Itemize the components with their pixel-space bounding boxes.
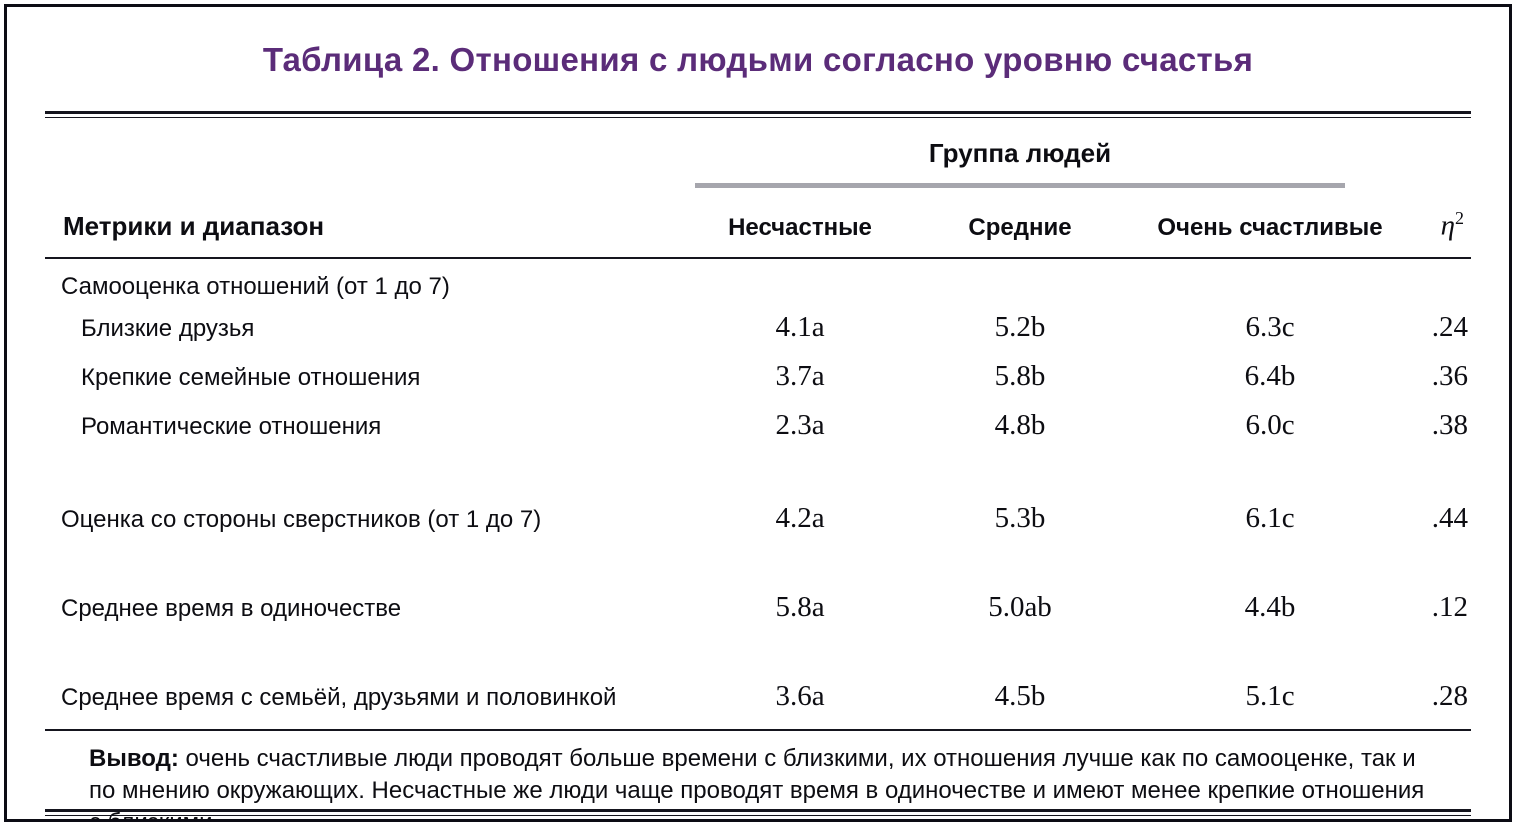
column-header-unhappy: Несчастные — [728, 213, 872, 241]
eta-cell: .44 — [1431, 501, 1468, 534]
value-cell: 5.3b — [994, 501, 1046, 534]
footer-rule — [45, 728, 1471, 731]
top-double-rule — [45, 111, 1471, 118]
value-cell: 4.4b — [1244, 590, 1296, 623]
value-cell: 5.8a — [775, 590, 825, 623]
row-label: Среднее время в одиночестве — [61, 594, 402, 622]
column-header-row: Метрики и диапазон Несчастные Средние Оч… — [45, 188, 1471, 257]
value-cell: 3.6a — [775, 679, 825, 712]
row-label: Самооценка отношений (от 1 до 7) — [61, 272, 450, 300]
value-cell: 6.3c — [1245, 310, 1295, 343]
table-row: Оценка со стороны сверстников (от 1 до 7… — [45, 450, 1471, 543]
eta-cell: .12 — [1431, 590, 1468, 623]
column-header-average: Средние — [968, 213, 1072, 241]
table-title: Таблица 2. Отношения с людьми согласно у… — [262, 41, 1254, 78]
group-spanner-row — [45, 169, 1471, 188]
group-header-row: Группа людей — [45, 118, 1471, 169]
row-label: Среднее время с семьёй, друзьями и полов… — [61, 683, 617, 711]
value-cell: 6.1c — [1245, 501, 1295, 534]
value-cell: 5.8b — [994, 359, 1046, 392]
value-cell: 5.1c — [1245, 679, 1295, 712]
row-label: Оценка со стороны сверстников (от 1 до 7… — [61, 505, 542, 533]
row-header-label: Метрики и диапазон — [63, 210, 325, 241]
eta-cell: .36 — [1431, 359, 1468, 392]
value-cell: 4.8b — [994, 408, 1046, 441]
conclusion-label: Вывод: — [89, 744, 179, 772]
column-group-header: Группа людей — [928, 138, 1112, 168]
table-row: Близкие друзья 4.1a 5.2b 6.3c .24 — [45, 303, 1471, 352]
eta-symbol: η — [1440, 209, 1455, 242]
eta-superscript: 2 — [1455, 208, 1464, 228]
row-label: Крепкие семейные отношения — [81, 363, 421, 391]
value-cell: 4.5b — [994, 679, 1046, 712]
data-table: Группа людей Метрики и диапазон Несчастн… — [45, 118, 1471, 731]
row-label: Близкие друзья — [81, 314, 255, 342]
value-cell: 5.0ab — [988, 590, 1052, 623]
column-header-very-happy: Очень счастливые — [1157, 213, 1383, 241]
table-section-row: Самооценка отношений (от 1 до 7) — [45, 259, 1471, 303]
eta-cell: .38 — [1431, 408, 1468, 441]
eta-cell: .24 — [1431, 310, 1468, 343]
table-row: Крепкие семейные отношения 3.7a 5.8b 6.4… — [45, 352, 1471, 401]
group-spanner-line — [695, 183, 1345, 188]
table-card: Таблица 2. Отношения с людьми согласно у… — [4, 4, 1512, 822]
value-cell: 5.2b — [994, 310, 1046, 343]
row-label: Романтические отношения — [81, 412, 382, 440]
table-row: Романтические отношения 2.3a 4.8b 6.0c .… — [45, 401, 1471, 450]
header-rule — [45, 256, 1471, 259]
value-cell: 3.7a — [775, 359, 825, 392]
bottom-double-rule — [45, 809, 1471, 816]
value-cell: 2.3a — [775, 408, 825, 441]
table-row: Среднее время в одиночестве 5.8a 5.0ab 4… — [45, 543, 1471, 632]
value-cell: 6.0c — [1245, 408, 1295, 441]
value-cell: 6.4b — [1244, 359, 1296, 392]
value-cell: 4.2a — [775, 501, 825, 534]
table-row: Среднее время с семьёй, друзьями и полов… — [45, 632, 1471, 729]
eta-cell: .28 — [1431, 679, 1468, 712]
value-cell: 4.1a — [775, 310, 825, 343]
conclusion-text: очень счастливые люди проводят больше вр… — [89, 744, 1425, 819]
conclusion-note: Вывод: очень счастливые люди проводят бо… — [45, 743, 1471, 819]
column-header-eta-squared: η2 — [1405, 208, 1470, 243]
